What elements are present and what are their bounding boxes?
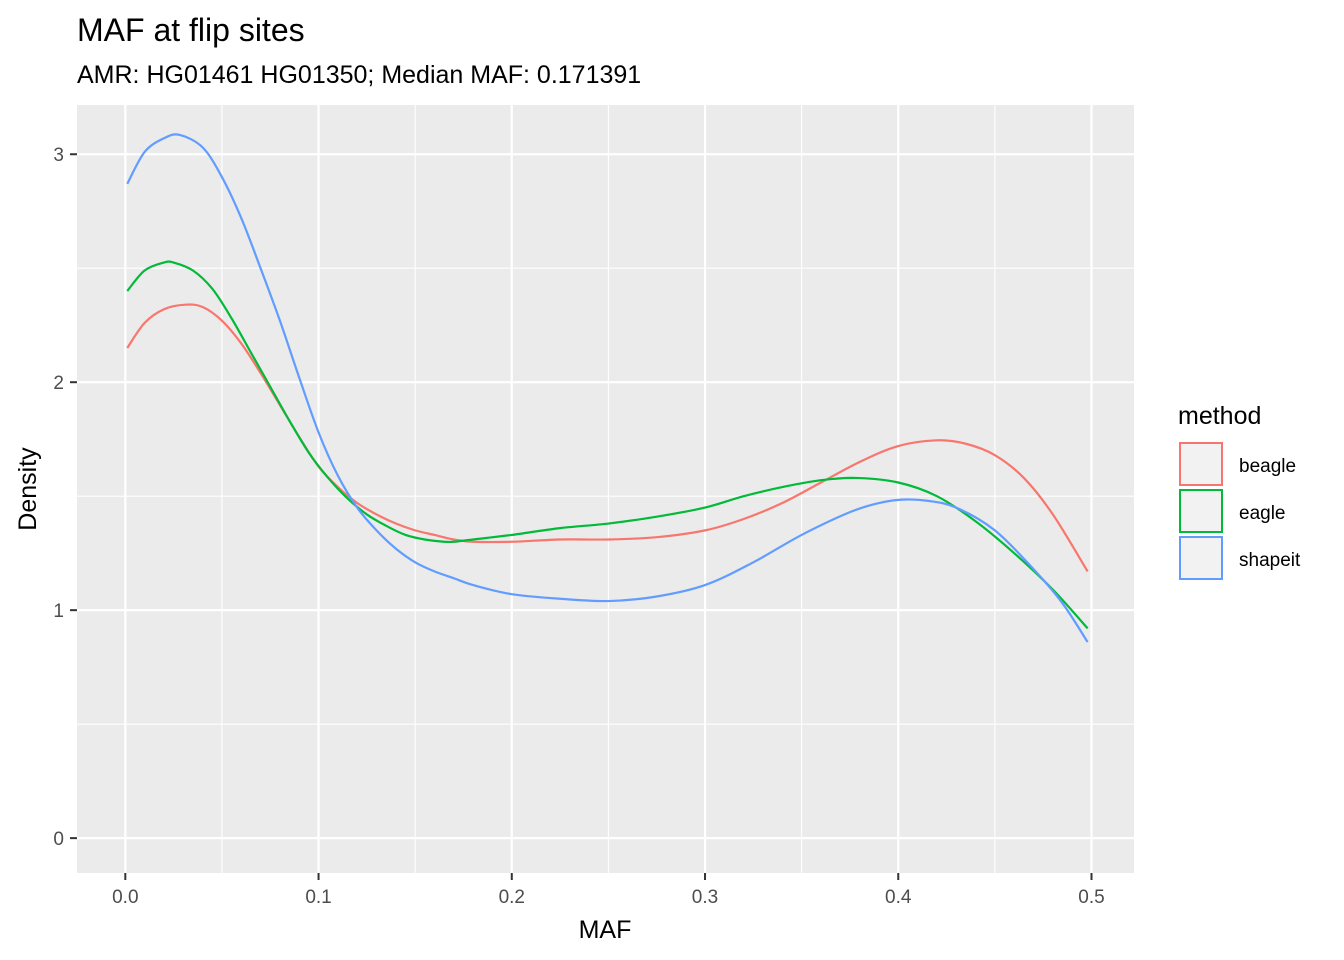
legend-title: method [1178,402,1261,430]
legend-label-beagle: beagle [1239,456,1296,477]
legend-label-eagle: eagle [1239,503,1286,524]
x-axis: 0.0 0.1 0.2 0.3 0.4 0.5 [112,873,1105,908]
minor-gridlines [77,105,1134,873]
y-tick-label: 2 [53,373,64,394]
series-line-shapeit [126,133,1089,643]
x-tick-label: 0.3 [692,887,718,908]
legend: method beagle eagle shapeit [1178,402,1301,580]
major-gridlines [77,105,1134,873]
x-tick-label: 0.2 [499,887,525,908]
legend-key-shapeit [1179,536,1223,580]
legend-key-eagle [1179,489,1223,533]
y-axis: 0 1 2 3 [53,145,77,850]
x-tick-label: 0.5 [1078,887,1104,908]
x-tick-label: 0.0 [112,887,138,908]
plot-panel [77,105,1134,873]
series-line-eagle [126,260,1089,630]
density-lines [126,133,1089,643]
x-tick-label: 0.4 [885,887,912,908]
y-tick-label: 3 [53,145,64,166]
y-axis-title: Density [14,447,42,531]
y-tick-label: 1 [53,601,64,622]
x-axis-title: MAF [579,916,632,944]
legend-key-beagle [1179,442,1223,486]
chart-title: MAF at flip sites [77,12,305,48]
legend-label-shapeit: shapeit [1239,550,1301,571]
chart-subtitle: AMR: HG01461 HG01350; Median MAF: 0.1713… [77,61,641,89]
series-line-beagle [126,303,1089,572]
y-tick-label: 0 [53,829,64,850]
x-tick-label: 0.1 [305,887,331,908]
